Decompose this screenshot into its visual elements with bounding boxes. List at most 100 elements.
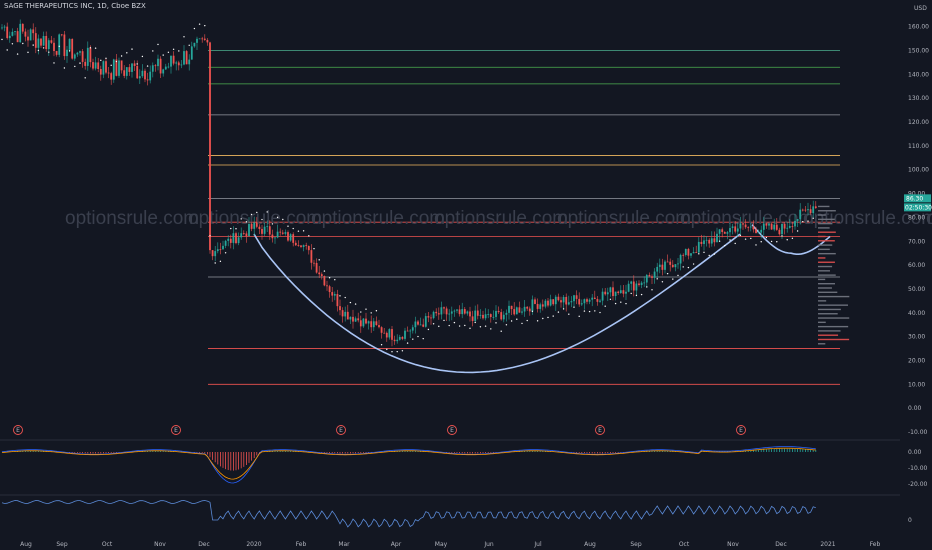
time-tick-label: 2021 <box>820 541 835 548</box>
candle-body <box>378 325 380 328</box>
candle-body <box>21 23 24 32</box>
oscillator-line <box>1 500 816 528</box>
time-tick-label: Dec <box>198 541 210 548</box>
candle-body <box>1 27 3 29</box>
candle-body <box>723 231 726 234</box>
sar-dot <box>552 315 554 317</box>
watermark-text: optionsrule.com <box>803 208 932 229</box>
chart-header-symbol[interactable]: SAGE THERAPEUTICS INC, 1D, Cboe BZX <box>4 2 146 10</box>
candle-body <box>627 283 630 292</box>
sar-dot <box>349 301 352 304</box>
candle-body <box>541 304 544 307</box>
price-tick-label: 30.00 <box>908 334 925 341</box>
cup-curve-path <box>253 233 741 374</box>
candle-body <box>331 292 334 296</box>
candle-body <box>770 223 773 230</box>
candle-body <box>419 324 422 326</box>
volume-profile-bar <box>818 308 841 311</box>
sar-dot <box>79 62 81 64</box>
candle-body <box>609 287 612 293</box>
time-tick-label: Mar <box>338 541 350 548</box>
candle-body <box>294 242 297 246</box>
candle-body <box>209 42 211 251</box>
sar-dot <box>516 318 518 320</box>
sar-dot <box>562 308 565 310</box>
sar-dot <box>765 236 768 239</box>
volume-profile-bar <box>818 325 849 328</box>
sar-dot <box>162 54 164 56</box>
candle-body <box>76 52 79 55</box>
candle-body <box>526 306 529 309</box>
candle-body <box>185 51 188 65</box>
sar-dot <box>760 241 762 243</box>
candle-body <box>242 233 245 235</box>
sar-dot <box>718 240 721 242</box>
earnings-marker-circle <box>595 425 605 435</box>
sar-dot <box>224 252 227 254</box>
candle-body <box>357 318 360 321</box>
time-tick-label: Jul <box>533 541 542 548</box>
candle-body <box>528 308 531 312</box>
candle-body <box>557 296 560 301</box>
candle-body <box>219 249 222 251</box>
candle-body <box>393 339 396 342</box>
watermark-text: optionsrule.com <box>680 208 814 229</box>
candle-body <box>593 297 596 300</box>
sar-dot <box>100 59 102 61</box>
sar-dot <box>635 294 638 297</box>
sar-dot <box>510 320 513 322</box>
candle-body <box>713 238 716 243</box>
candle-body <box>671 264 674 268</box>
sar-dot <box>542 317 544 320</box>
sar-dot <box>568 313 570 315</box>
sar-dot <box>1 38 3 41</box>
candle-body <box>482 314 484 319</box>
candle-body <box>339 306 341 311</box>
sar-dot <box>401 350 404 352</box>
candle-body <box>50 40 53 43</box>
candle-body <box>760 229 763 233</box>
candle-body <box>531 299 534 312</box>
candle-body <box>326 285 328 287</box>
candle-body <box>45 36 48 50</box>
time-tick-label: Apr <box>391 541 402 548</box>
candle-body <box>515 307 518 315</box>
candle-body <box>812 206 815 214</box>
candle-body <box>567 302 570 305</box>
sar-dot <box>495 322 497 324</box>
sar-dot <box>796 230 799 232</box>
candle-body <box>674 264 677 268</box>
candle-body <box>505 312 508 315</box>
volume-profile-bar <box>818 283 835 285</box>
price-tick-label: 40.00 <box>908 310 925 317</box>
sar-dot <box>198 23 201 25</box>
candle-body <box>385 332 388 338</box>
time-tick-label: Nov <box>727 541 739 548</box>
sar-dot <box>521 322 523 325</box>
candle-body <box>341 310 344 317</box>
time-tick-label: Aug <box>20 541 32 548</box>
sar-dot <box>245 221 248 223</box>
sar-dot <box>37 49 40 52</box>
sar-dot <box>505 324 508 326</box>
candle-body <box>190 46 193 60</box>
candle-body <box>708 239 711 244</box>
sar-dot <box>500 330 502 332</box>
candle-body <box>138 76 141 79</box>
volume-profile-bar <box>818 270 830 272</box>
sar-dot <box>656 278 658 280</box>
volume-profile-bar <box>818 330 841 332</box>
candle-body <box>804 209 807 211</box>
candle-body <box>632 281 635 291</box>
candle-body <box>53 42 55 52</box>
candle-body <box>762 223 765 230</box>
candle-body <box>583 299 586 304</box>
candle-body <box>461 309 464 315</box>
candle-body <box>118 60 120 76</box>
candle-body <box>695 252 698 253</box>
sar-dot <box>360 311 362 313</box>
candle-body <box>24 31 27 37</box>
candle-body <box>73 54 76 59</box>
sar-dot <box>271 223 274 225</box>
